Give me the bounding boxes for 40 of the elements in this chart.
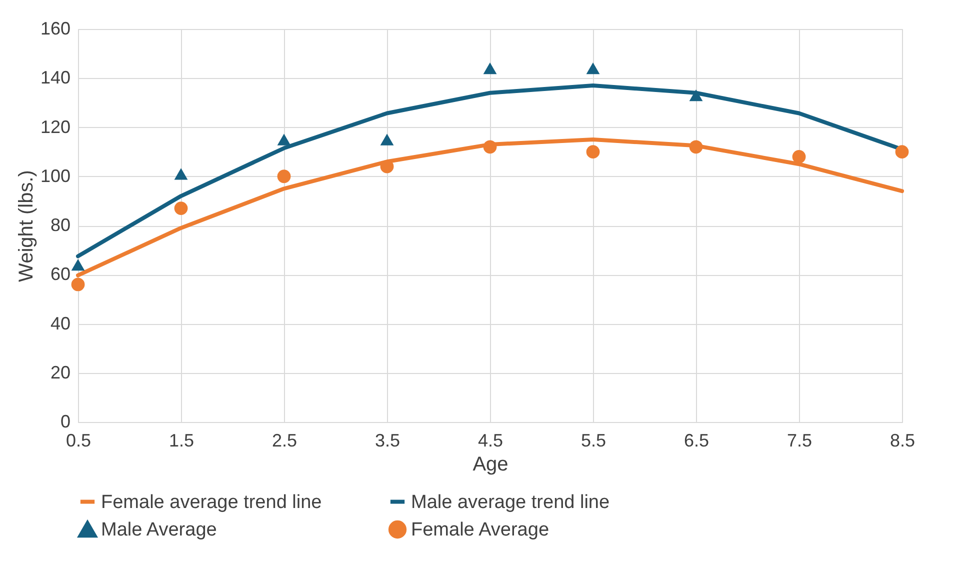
point [586, 145, 600, 159]
point [174, 168, 188, 180]
legend-label: Male average trend line [411, 492, 610, 513]
y-tick-label: 140 [40, 68, 70, 88]
y-tick-label: 100 [40, 166, 70, 186]
x-tick-label: 8.5 [890, 430, 916, 450]
point [174, 202, 188, 215]
y-tick-label: 60 [50, 264, 70, 284]
point [380, 160, 394, 174]
x-tick-label: 7.5 [786, 430, 812, 450]
point [895, 145, 909, 159]
y-tick-label: 160 [40, 18, 70, 38]
legend-label: Female Average [411, 520, 550, 540]
point [689, 140, 703, 154]
legend-label: Male Average [101, 520, 217, 540]
x-tick-label: 6.5 [684, 430, 710, 450]
legend-label: Female average trend line [101, 492, 322, 513]
y-tick-label: 20 [50, 362, 70, 382]
y-tick-label: 120 [40, 116, 70, 137]
point [483, 140, 497, 154]
x-tick-label: 2.5 [272, 430, 298, 450]
point [277, 170, 291, 184]
y-tick-label: 80 [50, 215, 70, 235]
point [71, 258, 85, 271]
point [586, 62, 600, 74]
x-tick-label: 5.5 [580, 430, 606, 450]
y-axis-title: Weight (lbs.) [15, 170, 38, 282]
point [71, 278, 85, 292]
x-axis-title: Age [472, 454, 508, 476]
x-tick-label: 1.5 [168, 430, 194, 450]
x-tick-label: 4.5 [478, 430, 504, 450]
point [792, 150, 806, 164]
y-tick-label: 0 [60, 412, 70, 432]
point [380, 134, 394, 146]
point [483, 62, 497, 74]
x-tick-label: 0.5 [66, 430, 92, 450]
point [689, 90, 703, 102]
point [277, 134, 291, 146]
y-tick-label: 40 [50, 313, 70, 334]
x-tick-label: 3.5 [374, 430, 400, 450]
